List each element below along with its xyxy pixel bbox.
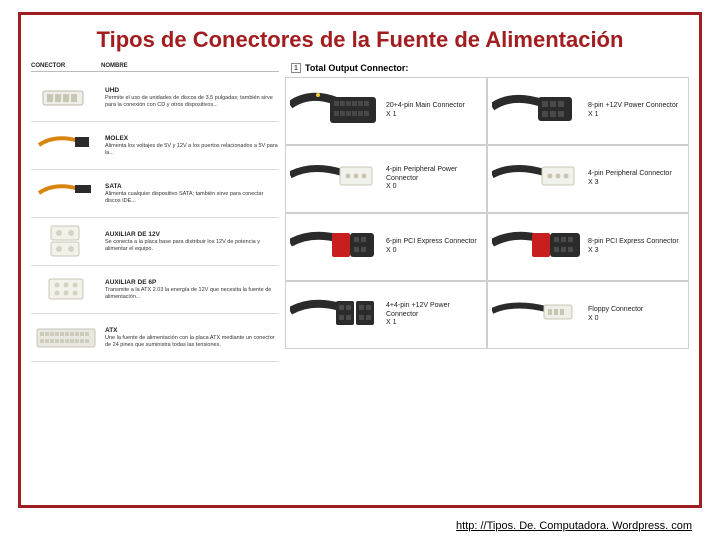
connector-qty: X 0	[588, 315, 686, 324]
row-desc: Transmite a la ATX 2.03 la energía de 12…	[105, 287, 279, 300]
connector-cell: 4-pin Peripheral Power Connector X 0	[285, 145, 487, 213]
floppy-icon	[490, 285, 586, 345]
row-desc: Alimenta cualquier dispositivo SATA; tam…	[105, 191, 279, 204]
row-name: AUXILIAR DE 6P	[105, 279, 279, 286]
pcie8-icon	[490, 217, 586, 277]
connector-cell: 8-pin PCI Express Connector X 3	[487, 213, 689, 281]
row-desc: Permite el uso de unidades de discos de …	[105, 95, 279, 108]
connector-cell: Floppy Connector X 0	[487, 281, 689, 349]
header-badge: 1	[291, 63, 301, 73]
table-row: UHD Permite el uso de unidades de discos…	[31, 74, 279, 122]
connector-label: 4-pin Peripheral Connector	[588, 170, 686, 179]
connector-cell: 8-pin +12V Power Connector X 1	[487, 77, 689, 145]
table-row: AUXILIAR DE 6P Transmite a la ATX 2.03 l…	[31, 266, 279, 314]
connector-grid: 20+4-pin Main Connector X 1 8-pin +12V P…	[285, 77, 689, 349]
table-row: SATA Alimenta cualquier dispositivo SATA…	[31, 170, 279, 218]
connector-label: 20+4-pin Main Connector	[386, 102, 484, 111]
table-row: AUXILIAR DE 12V Se conecta a la placa ba…	[31, 218, 279, 266]
aux6-thumb	[31, 273, 101, 307]
pcie6-icon	[288, 217, 384, 277]
molex-thumb	[31, 129, 101, 163]
connector-qty: X 1	[386, 111, 484, 120]
atx24-icon	[288, 81, 384, 141]
connector-cell: 20+4-pin Main Connector X 1	[285, 77, 487, 145]
row-name: UHD	[105, 87, 279, 94]
connector-cell: 4+4-pin +12V Power Connector X 1	[285, 281, 487, 349]
page-title: Tipos de Conectores de la Fuente de Alim…	[31, 27, 689, 53]
connector-qty: X 3	[588, 247, 686, 256]
uhd-thumb	[31, 81, 101, 115]
right-connector-grid: 1 Total Output Connector: 20+4-pin Main …	[285, 63, 689, 362]
aux12-thumb	[31, 222, 101, 262]
row-desc: Alimenta los voltajes de 5V y 12V a los …	[105, 143, 279, 156]
pin44-icon	[288, 285, 384, 345]
connector-label: 6-pin PCI Express Connector	[386, 238, 484, 247]
connector-qty: X 1	[386, 319, 484, 328]
left-header-nombre: NOMBRE	[101, 63, 279, 69]
row-name: SATA	[105, 183, 279, 190]
row-desc: Se conecta a la placa base para distribu…	[105, 239, 279, 252]
connector-label: 8-pin +12V Power Connector	[588, 102, 686, 111]
atx-thumb	[31, 321, 101, 355]
connector-qty: X 0	[386, 183, 484, 192]
header-text: Total Output Connector:	[305, 63, 408, 73]
left-connector-table: CONECTOR NOMBRE UHD Permite el uso de un…	[31, 63, 279, 362]
right-header: 1 Total Output Connector:	[285, 63, 689, 73]
connector-qty: X 1	[588, 111, 686, 120]
source-link[interactable]: http: //Tipos. De. Computadora. Wordpres…	[456, 520, 692, 532]
left-table-header: CONECTOR NOMBRE	[31, 63, 279, 72]
slide-frame: Tipos de Conectores de la Fuente de Alim…	[18, 12, 702, 508]
connector-cell: 6-pin PCI Express Connector X 0	[285, 213, 487, 281]
content-row: CONECTOR NOMBRE UHD Permite el uso de un…	[31, 63, 689, 362]
pin8-icon	[490, 81, 586, 141]
row-name: MOLEX	[105, 135, 279, 142]
table-row: MOLEX Alimenta los voltajes de 5V y 12V …	[31, 122, 279, 170]
row-name: AUXILIAR DE 12V	[105, 231, 279, 238]
molex2-icon	[490, 149, 586, 209]
connector-label: 8-pin PCI Express Connector	[588, 238, 686, 247]
table-row: ATX Une la fuente de alimentación con la…	[31, 314, 279, 362]
row-desc: Une la fuente de alimentación con la pla…	[105, 335, 279, 348]
sata-thumb	[31, 177, 101, 211]
connector-cell: 4-pin Peripheral Connector X 3	[487, 145, 689, 213]
connector-label: Floppy Connector	[588, 306, 686, 315]
left-header-conector: CONECTOR	[31, 63, 101, 69]
connector-label: 4-pin Peripheral Power Connector	[386, 166, 484, 184]
row-name: ATX	[105, 327, 279, 334]
connector-qty: X 0	[386, 247, 484, 256]
connector-qty: X 3	[588, 179, 686, 188]
connector-label: 4+4-pin +12V Power Connector	[386, 302, 484, 320]
molex-icon	[288, 149, 384, 209]
